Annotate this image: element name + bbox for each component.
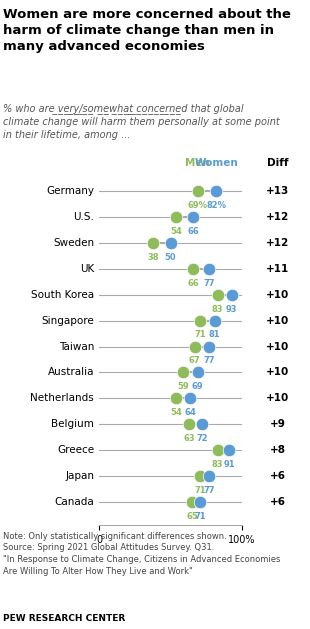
Text: 93: 93 [226,304,237,313]
Text: 66: 66 [188,227,199,236]
Text: +12: +12 [266,212,289,222]
Text: 69%: 69% [188,201,208,210]
Text: +10: +10 [266,290,289,299]
Text: +6: +6 [269,471,286,481]
Text: Greece: Greece [57,445,94,455]
Text: 71: 71 [195,512,206,521]
Text: Women: Women [194,158,238,168]
Text: 77: 77 [203,279,215,287]
Text: +12: +12 [266,238,289,248]
Text: 64: 64 [184,408,196,417]
Text: +8: +8 [269,445,286,455]
Text: 54: 54 [170,227,182,236]
Text: 83: 83 [212,304,223,313]
Text: +6: +6 [269,497,286,507]
Text: +10: +10 [266,367,289,377]
Text: 71: 71 [195,486,206,495]
Text: 59: 59 [178,382,189,391]
Text: +13: +13 [266,186,289,196]
Text: 54: 54 [170,408,182,417]
Text: Note: Only statistically significant differences shown.
Source: Spring 2021 Glob: Note: Only statistically significant dif… [3,532,281,576]
Text: Sweden: Sweden [53,238,94,248]
Text: 66: 66 [188,279,199,287]
Text: % who are ̲v̲e̲r̲y̲/̲s̲o̲m̲e̲w̲h̲a̲t̲ ̲c̲o̲n̲c̲e̲r̲n̲e̲d that global
climate cha: % who are ̲v̲e̲r̲y̲/̲s̲o̲m̲e̲w̲h̲a̲t̲ ̲c… [3,103,280,140]
Text: Men: Men [185,158,210,168]
Text: Germany: Germany [46,186,94,196]
Text: U.S.: U.S. [73,212,94,222]
Text: +11: +11 [266,264,289,274]
Text: +10: +10 [266,316,289,326]
Text: Taiwan: Taiwan [59,342,94,352]
Text: 67: 67 [189,357,201,365]
Text: Canada: Canada [55,497,94,507]
Text: +10: +10 [266,393,289,403]
Text: Singapore: Singapore [42,316,94,326]
Text: +10: +10 [266,342,289,352]
Text: 50: 50 [165,253,176,262]
Text: Women are more concerned about the
harm of climate change than men in
many advan: Women are more concerned about the harm … [3,8,291,53]
Text: 65: 65 [186,512,198,521]
Text: Netherlands: Netherlands [30,393,94,403]
Text: 72: 72 [196,434,208,443]
Text: Japan: Japan [65,471,94,481]
Text: 63: 63 [183,434,195,443]
Text: 71: 71 [195,330,206,340]
Text: 83: 83 [212,460,223,469]
Text: Diff: Diff [267,158,288,168]
Text: 77: 77 [203,486,215,495]
Text: Belgium: Belgium [51,419,94,429]
Text: 91: 91 [223,460,235,469]
Text: South Korea: South Korea [31,290,94,299]
Text: UK: UK [80,264,94,274]
Text: 81: 81 [209,330,220,340]
Text: +9: +9 [269,419,286,429]
Text: 82%: 82% [206,201,226,210]
Text: PEW RESEARCH CENTER: PEW RESEARCH CENTER [3,614,125,623]
Text: 69: 69 [192,382,203,391]
Text: 77: 77 [203,357,215,365]
Text: Australia: Australia [48,367,94,377]
Text: 38: 38 [148,253,159,262]
